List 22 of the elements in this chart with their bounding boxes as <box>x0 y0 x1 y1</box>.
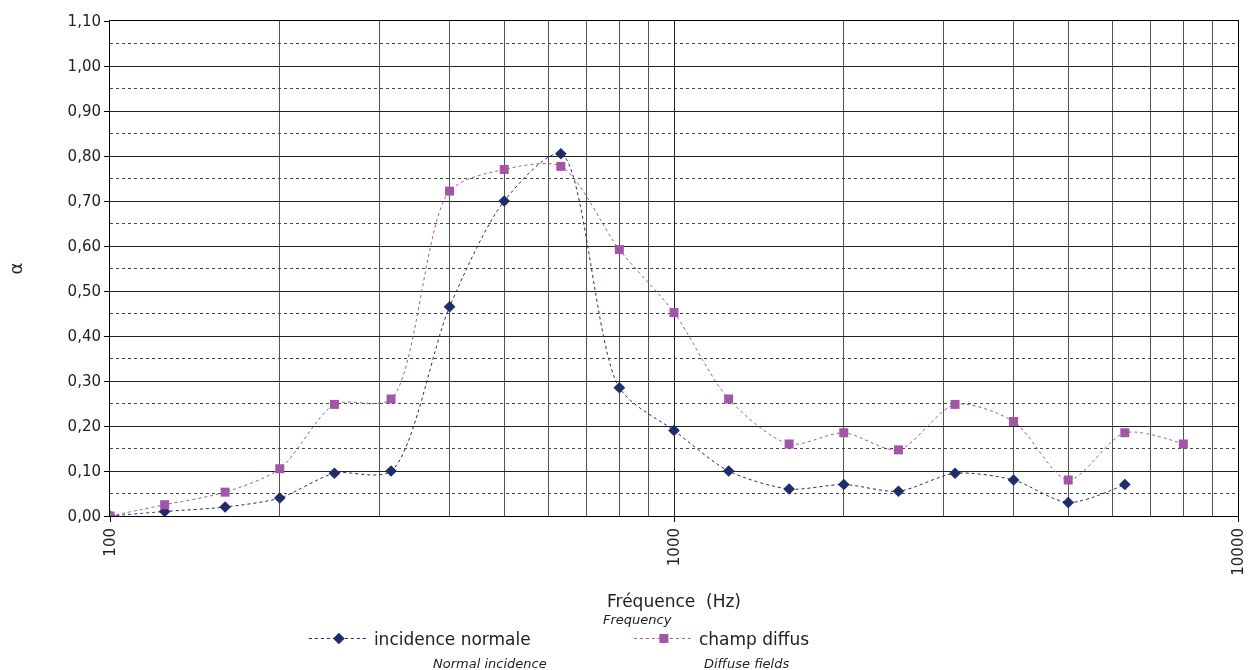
legend-label: champ diffus <box>698 629 810 650</box>
x-tick-label: 100 <box>100 528 119 557</box>
legend-label: incidence normale <box>373 629 531 650</box>
text: Frequency <box>603 612 672 627</box>
y-tick-label: 0,00 <box>67 507 101 526</box>
y-tick-label: 0,20 <box>67 417 101 436</box>
y-tick-label: 0,10 <box>67 462 101 481</box>
y-axis-title: α <box>4 262 26 275</box>
x-axis-title: Fréquence (Hz) <box>607 591 741 612</box>
y-tick-label: 0,40 <box>67 327 101 346</box>
y-tick-label: 1,00 <box>67 57 101 76</box>
text: Diffuse fields <box>704 656 790 670</box>
x-tick-label: 1000 <box>664 528 683 567</box>
x-tick-label: 10000 <box>1228 528 1247 576</box>
y-tick-label: 0,30 <box>67 372 101 391</box>
y-tick-label: 1,10 <box>67 12 101 31</box>
y-tick-label: 0,50 <box>67 282 101 301</box>
y-tick-label: 0,80 <box>67 147 101 166</box>
y-tick-label: 0,70 <box>67 192 101 211</box>
y-tick-label: 0,90 <box>67 102 101 121</box>
text: Normal incidence <box>433 656 547 670</box>
y-tick-label: 0,60 <box>67 237 101 256</box>
